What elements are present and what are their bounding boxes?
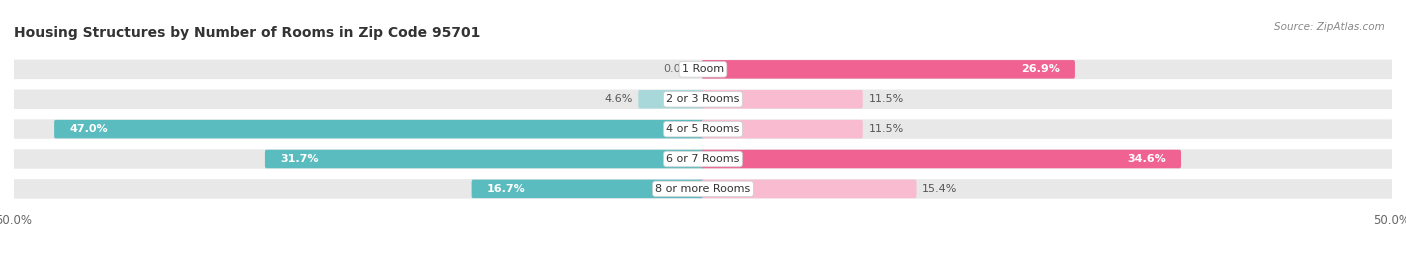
FancyBboxPatch shape (702, 60, 1076, 79)
FancyBboxPatch shape (13, 119, 1393, 139)
FancyBboxPatch shape (702, 120, 863, 138)
Text: Housing Structures by Number of Rooms in Zip Code 95701: Housing Structures by Number of Rooms in… (14, 26, 481, 40)
Text: 0.0%: 0.0% (664, 64, 692, 74)
FancyBboxPatch shape (13, 60, 1393, 79)
FancyBboxPatch shape (471, 180, 704, 198)
FancyBboxPatch shape (264, 150, 704, 168)
Text: 8 or more Rooms: 8 or more Rooms (655, 184, 751, 194)
Text: 34.6%: 34.6% (1128, 154, 1166, 164)
Text: 6 or 7 Rooms: 6 or 7 Rooms (666, 154, 740, 164)
Text: 11.5%: 11.5% (869, 124, 904, 134)
FancyBboxPatch shape (702, 150, 1181, 168)
FancyBboxPatch shape (13, 179, 1393, 199)
Text: 15.4%: 15.4% (922, 184, 957, 194)
Text: 11.5%: 11.5% (869, 94, 904, 104)
FancyBboxPatch shape (638, 90, 704, 108)
Text: 4.6%: 4.6% (605, 94, 633, 104)
Text: 47.0%: 47.0% (69, 124, 108, 134)
Text: 4 or 5 Rooms: 4 or 5 Rooms (666, 124, 740, 134)
Text: 1 Room: 1 Room (682, 64, 724, 74)
Text: 16.7%: 16.7% (486, 184, 526, 194)
Text: 31.7%: 31.7% (280, 154, 319, 164)
FancyBboxPatch shape (13, 90, 1393, 109)
Text: 2 or 3 Rooms: 2 or 3 Rooms (666, 94, 740, 104)
FancyBboxPatch shape (53, 120, 704, 138)
FancyBboxPatch shape (702, 180, 917, 198)
FancyBboxPatch shape (13, 149, 1393, 169)
Text: 26.9%: 26.9% (1021, 64, 1060, 74)
Text: Source: ZipAtlas.com: Source: ZipAtlas.com (1274, 22, 1385, 31)
FancyBboxPatch shape (702, 90, 863, 108)
